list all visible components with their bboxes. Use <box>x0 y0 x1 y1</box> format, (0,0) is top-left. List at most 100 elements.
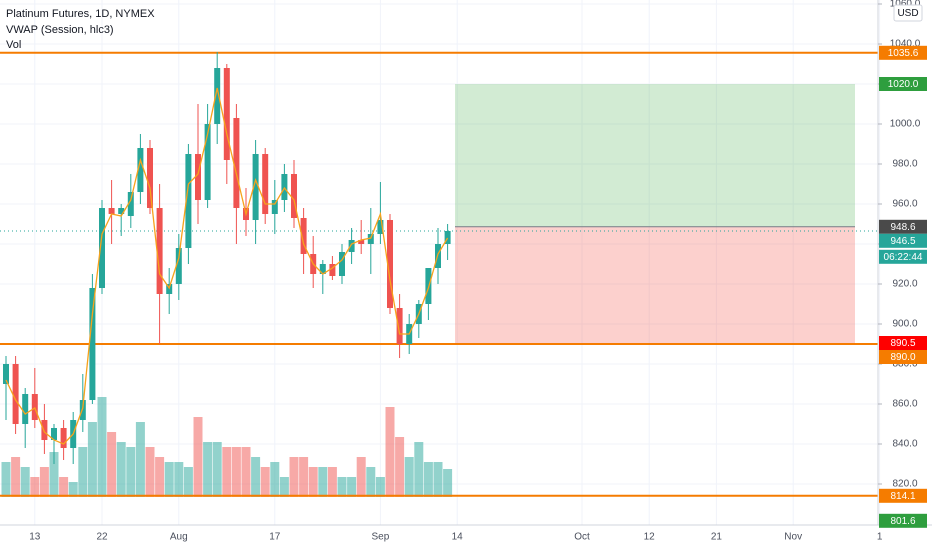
candle-body <box>262 154 269 214</box>
volume-bar <box>59 477 69 497</box>
candle-body <box>358 240 365 244</box>
price-label: 1035.6 <box>888 48 919 59</box>
candle-body <box>319 264 326 274</box>
volume-bar <box>78 447 88 497</box>
candle-body <box>223 68 230 160</box>
volume-bar <box>49 452 59 497</box>
price-label-box <box>879 45 927 60</box>
candle-body <box>233 118 240 208</box>
candle-body <box>79 400 86 420</box>
candle-body <box>12 364 19 424</box>
volume-bar <box>155 457 165 497</box>
candle-body <box>147 148 153 208</box>
volume-bar <box>231 447 241 497</box>
currency[interactable]: USD <box>897 8 918 19</box>
volume-bar <box>30 477 40 497</box>
volume-bar <box>375 477 385 497</box>
candle-body <box>329 264 336 276</box>
volume-bar <box>212 442 222 497</box>
candle-body <box>108 208 115 214</box>
y-tick-label: 920.0 <box>892 279 917 290</box>
candle-body <box>339 252 345 276</box>
volume-bar <box>135 422 145 497</box>
y-tick-label: 900.0 <box>892 319 917 330</box>
volume-bar <box>164 462 174 497</box>
candle-body <box>185 154 192 248</box>
currency-box[interactable] <box>893 4 923 22</box>
x-tick-label: 1 <box>877 532 883 543</box>
y-tick-label: 1040.0 <box>890 39 921 50</box>
x-tick-label: 17 <box>269 532 281 543</box>
y-tick-label: 820.0 <box>892 479 917 490</box>
y-tick-label: 840.0 <box>892 439 917 450</box>
volume-bar <box>337 477 347 497</box>
candle-body <box>41 420 48 440</box>
vwap-line <box>5 87 449 445</box>
candle-body <box>252 154 259 220</box>
price-label: 948.6 <box>890 222 915 233</box>
countdown-box <box>879 249 927 264</box>
candle-body <box>118 208 125 214</box>
candle-body <box>204 124 211 200</box>
candle-body <box>214 68 221 124</box>
price-labels: 1035.6 1020.0 948.6 946.5 06:22:44 890.5 890.0… <box>879 45 927 528</box>
volume-bar <box>395 437 405 497</box>
volume-bar <box>308 467 318 497</box>
y-tick-label: 1000.0 <box>890 119 921 130</box>
countdown: 06:22:44 <box>884 252 923 263</box>
candle-body <box>156 208 163 294</box>
volume-bar <box>251 457 261 497</box>
candle-body <box>99 208 105 288</box>
candle-body <box>348 240 355 252</box>
volume-bar <box>145 447 155 497</box>
volume-bar <box>404 457 414 497</box>
y-tick-label: 960.0 <box>892 199 917 210</box>
plot <box>0 51 878 497</box>
volume-bar <box>20 467 30 497</box>
volume-bar <box>193 417 203 497</box>
x-tick-label: Nov <box>784 532 802 543</box>
candle-body <box>89 288 96 400</box>
price-label: 814.1 <box>890 491 915 502</box>
volume-bar <box>423 462 433 497</box>
candle-body <box>377 220 384 234</box>
volume-bar <box>126 447 136 497</box>
price-label-box <box>879 513 927 528</box>
candle-body <box>271 200 278 214</box>
y-tick-label: 860.0 <box>892 399 917 410</box>
candle-body <box>444 231 451 244</box>
candle-body <box>291 174 297 218</box>
volume-bar <box>433 462 443 497</box>
candle-body <box>396 308 403 344</box>
volume-bar <box>299 457 309 497</box>
x-tick-label: 13 <box>29 532 41 543</box>
candle-body <box>3 364 9 384</box>
volume-bar <box>116 442 126 497</box>
volume-bar <box>183 467 193 497</box>
volume-bar <box>318 467 328 497</box>
volume-bar <box>241 447 251 497</box>
price-label: 890.5 <box>890 338 915 349</box>
volume-bar <box>414 442 424 497</box>
y-tick-label: 980.0 <box>892 159 917 170</box>
volume-bar <box>39 467 49 497</box>
candle-body <box>60 428 67 448</box>
price-label-box <box>879 219 927 234</box>
price-label-box <box>879 336 927 350</box>
volume-bar <box>443 469 453 497</box>
price-label: 946.5 <box>890 236 915 247</box>
indicator-label: VWAP (Session, hlc3) <box>6 24 114 36</box>
volume-bar <box>347 477 357 497</box>
volume-bar <box>203 442 213 497</box>
volume-bar <box>270 462 280 497</box>
candle-body <box>175 248 182 284</box>
volume-bar <box>87 422 97 497</box>
price-label: 1020.0 <box>888 79 919 90</box>
candle-body <box>137 148 144 192</box>
candle-body <box>31 394 38 420</box>
price-label: 890.0 <box>890 352 915 363</box>
x-tick-label: Oct <box>574 532 590 543</box>
volume-bar <box>174 462 184 497</box>
